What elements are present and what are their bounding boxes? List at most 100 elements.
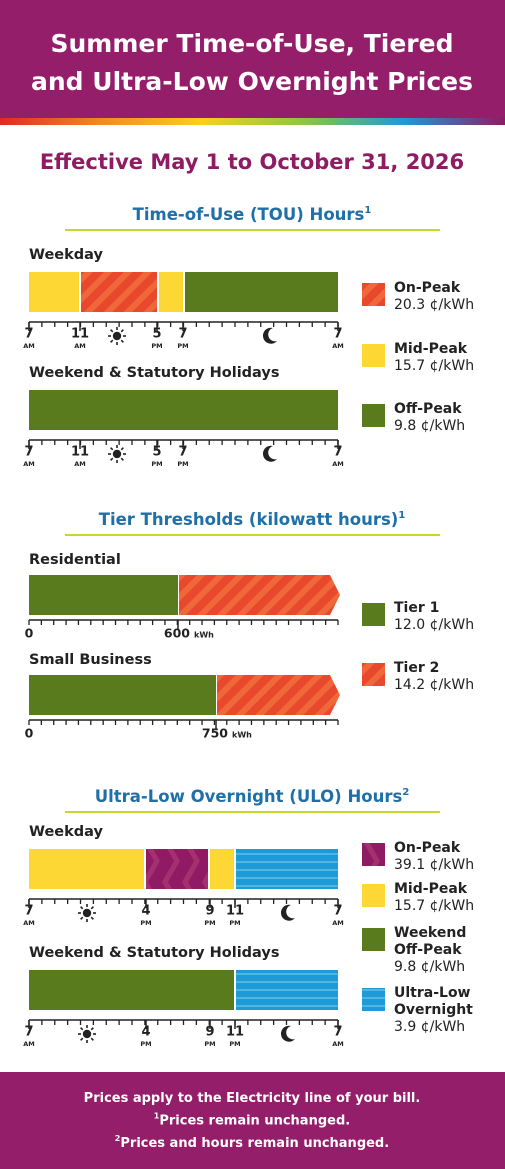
footer-line: 2Prices and hours remain unchanged.: [115, 1134, 389, 1151]
row-label: Small Business: [29, 652, 152, 668]
legend-swatch: [362, 344, 385, 367]
tick-hour: 7: [178, 445, 187, 460]
sun-ray: [110, 339, 114, 343]
footer-text: Prices and hours remain unchanged.: [120, 1136, 389, 1151]
sun-ray: [90, 906, 94, 910]
footer-text: Prices apply to the Electricity line of …: [84, 1091, 421, 1106]
legend-name: On-Peak: [394, 280, 461, 296]
legend-name: Off-Peak: [394, 401, 462, 417]
time-segment: [81, 272, 157, 312]
tick-suffix: AM: [74, 342, 86, 350]
tick-hour: 5: [152, 327, 161, 342]
time-segment: [29, 849, 144, 889]
legend-swatch: [362, 283, 385, 306]
tick-hour: 9: [205, 904, 214, 919]
legend-swatch: [362, 988, 385, 1011]
legend-price: 12.0 ¢/kWh: [394, 617, 474, 633]
rainbow-strip: [0, 118, 505, 125]
legend-swatch: [362, 603, 385, 626]
legend-swatch: [362, 928, 385, 951]
sun-ray: [90, 1027, 94, 1031]
legend-name: Mid-Peak: [394, 881, 468, 897]
legend-price: 15.7 ¢/kWh: [394, 898, 474, 914]
section-heading: Tier Thresholds (kilowatt hours)1: [99, 510, 406, 529]
tick-hour: 11: [71, 327, 89, 342]
legend-swatch: [362, 843, 385, 866]
sun-icon: [82, 1029, 92, 1039]
sun-ray: [90, 916, 94, 920]
header-band: [0, 0, 505, 118]
sun-ray: [120, 447, 124, 451]
threshold-unit: kWh: [194, 631, 214, 640]
tick-hour: 7: [333, 327, 342, 342]
tier1-bar: [29, 575, 178, 615]
legend-name: Tier 1: [394, 600, 439, 616]
tick-hour: 11: [71, 445, 89, 460]
footer-note: 1: [154, 1112, 160, 1121]
sun-ray: [120, 329, 124, 333]
legend-name: On-Peak: [394, 840, 461, 856]
legend-price: 15.7 ¢/kWh: [394, 358, 474, 374]
tick-suffix: PM: [151, 342, 162, 350]
sun-ray: [110, 447, 114, 451]
axis-start: 0: [25, 726, 34, 741]
legend-price: 9.8 ¢/kWh: [394, 959, 465, 975]
tick-suffix: AM: [23, 1040, 35, 1048]
heading-text: Tier Thresholds (kilowatt hours): [99, 510, 399, 529]
tick-hour: 7: [333, 904, 342, 919]
row-label: Weekday: [29, 247, 104, 263]
legend-price: 3.9 ¢/kWh: [394, 1019, 465, 1035]
header-title: and Ultra-Low Overnight Prices: [31, 67, 473, 96]
sun-icon: [112, 331, 122, 341]
legend-swatch: [362, 663, 385, 686]
tick-hour: 11: [226, 904, 244, 919]
heading-note: 1: [364, 205, 371, 216]
tick-hour: 7: [178, 327, 187, 342]
tick-suffix: PM: [140, 1040, 151, 1048]
tick-suffix: AM: [74, 460, 86, 468]
tick-hour: 7: [333, 445, 342, 460]
tick-suffix: AM: [332, 342, 344, 350]
footer-band: [0, 1072, 505, 1169]
legend-name: Weekend: [394, 925, 466, 941]
moon-icon: [262, 327, 277, 344]
sun-ray: [80, 1037, 84, 1041]
tier1-bar: [29, 675, 216, 715]
row-label: Residential: [29, 552, 121, 568]
tick-suffix: AM: [23, 342, 35, 350]
sun-ray: [110, 457, 114, 461]
tick-hour: 4: [141, 1025, 150, 1040]
tier2-bar: [179, 575, 340, 615]
moon-icon: [262, 445, 277, 462]
footer-line: 1Prices remain unchanged.: [154, 1112, 350, 1129]
tick-hour: 7: [24, 1025, 33, 1040]
tick-suffix: PM: [204, 1040, 215, 1048]
legend-name: Ultra-Low: [394, 985, 471, 1001]
threshold-value: 600: [164, 626, 190, 641]
heading-text: Time-of-Use (TOU) Hours: [133, 205, 365, 224]
legend-name: Overnight: [394, 1002, 473, 1018]
time-segment: [146, 849, 208, 889]
tick-hour: 4: [141, 904, 150, 919]
tick-hour: 7: [24, 327, 33, 342]
effective-dates: Effective May 1 to October 31, 2026: [40, 150, 464, 174]
tick-hour: 5: [152, 445, 161, 460]
sun-ray: [120, 457, 124, 461]
row-label: Weekend & Statutory Holidays: [29, 945, 279, 961]
time-segment: [185, 272, 338, 312]
time-segment: [236, 970, 338, 1010]
sun-ray: [120, 339, 124, 343]
footer-note: 2: [115, 1134, 121, 1143]
legend-swatch: [362, 404, 385, 427]
footer-line: Prices apply to the Electricity line of …: [84, 1091, 421, 1106]
tick-suffix: AM: [332, 460, 344, 468]
tick-suffix: PM: [229, 919, 240, 927]
header-title: Summer Time-of-Use, Tiered: [51, 29, 454, 58]
sun-ray: [90, 1037, 94, 1041]
axis-start: 0: [25, 626, 34, 641]
tick-suffix: AM: [23, 919, 35, 927]
tick-hour: 11: [226, 1025, 244, 1040]
sun-icon: [82, 908, 92, 918]
